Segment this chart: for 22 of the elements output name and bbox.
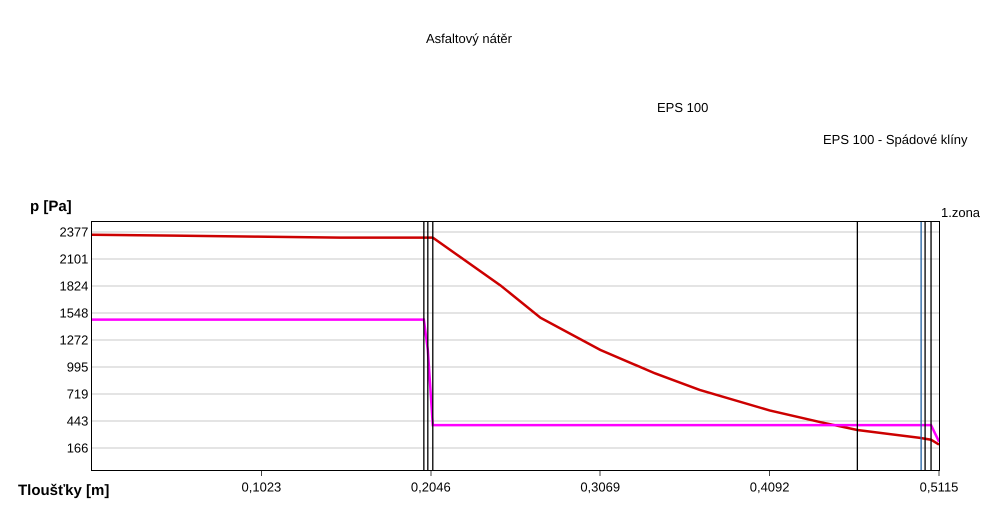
x-tick-label: 0,1023 <box>242 480 282 495</box>
text: 1.zona <box>941 205 981 220</box>
x-tick-label: 0,2046 <box>410 480 451 495</box>
y-tick-label: 166 <box>66 440 88 456</box>
y-tick-label: 443 <box>66 413 88 428</box>
x-tick-label: 0,4092 <box>750 480 790 495</box>
y-tick-label: 1272 <box>59 332 88 348</box>
y-axis-title: p [Pa] <box>30 198 72 215</box>
text: EPS 100 - Spádové klíny <box>823 132 968 147</box>
line-series <box>92 318 939 443</box>
y-tick-label: 719 <box>66 386 88 402</box>
line-series <box>92 233 939 446</box>
y-tick-label: 1824 <box>59 278 88 294</box>
y-tick-label: 2101 <box>59 252 88 267</box>
y-tick-label: 2377 <box>59 224 88 240</box>
text: Asfaltový nátěr <box>426 31 513 46</box>
y-tick-label: 995 <box>66 360 88 375</box>
x-axis-title: Tloušťky [m] <box>18 482 110 499</box>
y-tick-label: 1548 <box>59 306 88 321</box>
x-tick-label: 0,5115 <box>920 480 958 495</box>
x-tick-label: 0,3069 <box>580 480 620 495</box>
text: EPS 100 <box>657 100 708 115</box>
